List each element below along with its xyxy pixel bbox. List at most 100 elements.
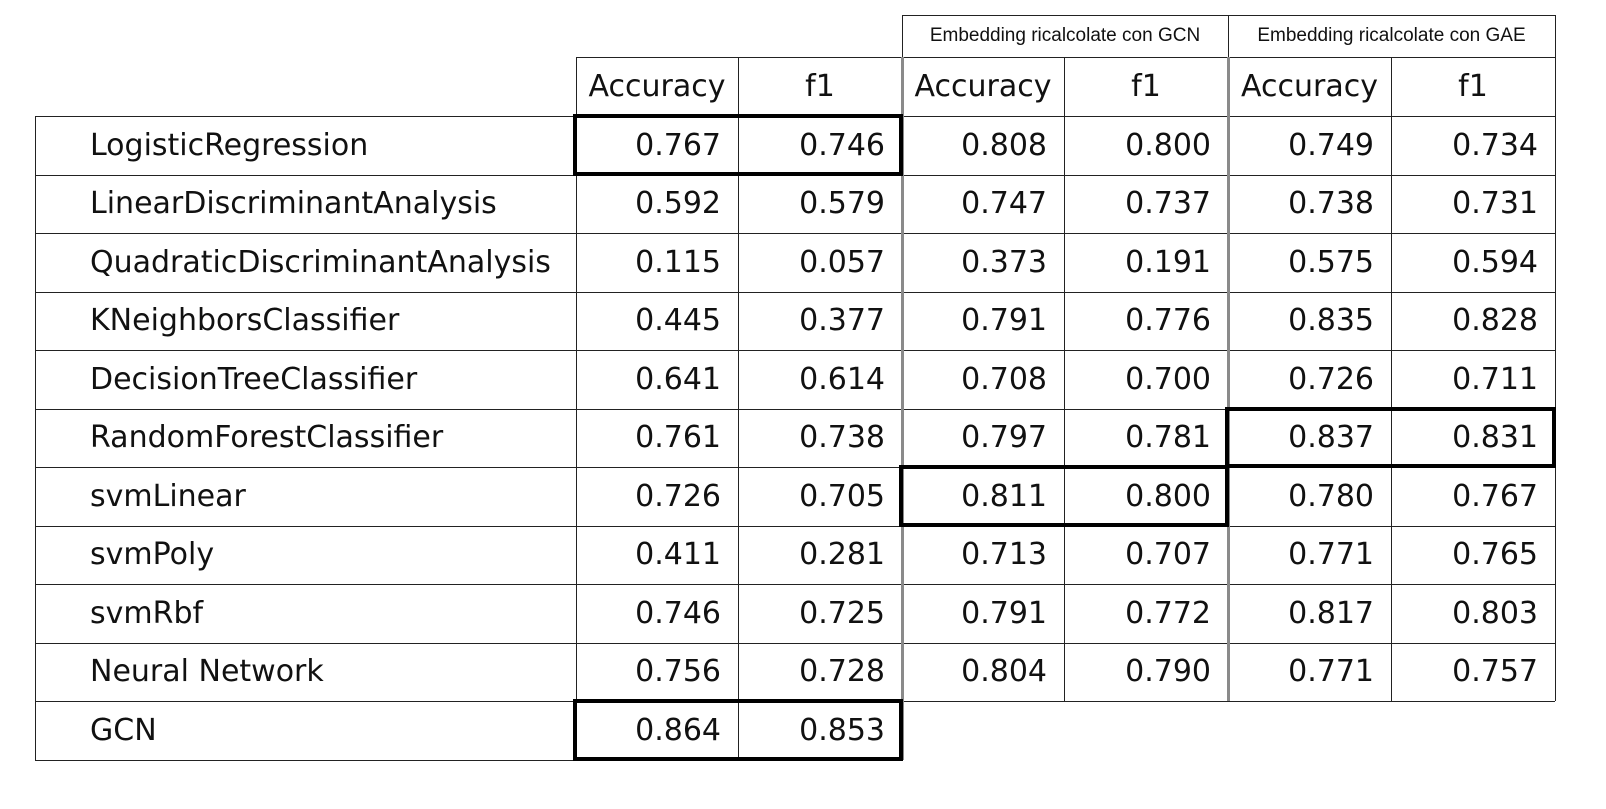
table-cell-base-acc: 0.756	[635, 654, 721, 690]
body-top-border	[35, 116, 1555, 117]
group-header-gcn: Embedding ricalcolate con GCN	[929, 25, 1201, 46]
row-label: LinearDiscriminantAnalysis	[90, 186, 497, 222]
table-cell-gcn-f1: 0.737	[1125, 186, 1211, 222]
table-cell-gcn-acc: 0.713	[961, 537, 1047, 573]
header-base-accuracy: Accuracy	[588, 69, 726, 104]
table-cell-base-acc: 0.411	[635, 537, 721, 573]
table-cell-gae-acc: 0.726	[1288, 361, 1374, 397]
table-cell-gae-f1: 0.734	[1452, 127, 1538, 163]
table-cell-gcn-acc: 0.708	[961, 361, 1047, 397]
table-cell-base-acc: 0.726	[635, 478, 721, 514]
table-cell-base-f1: 0.057	[799, 244, 885, 280]
row-divider	[35, 642, 1555, 644]
row-divider	[35, 584, 1555, 585]
row-label: RandomForestClassifier	[90, 420, 444, 456]
table-left-border	[35, 116, 36, 760]
table-cell-base-f1: 0.377	[799, 303, 885, 339]
column-divider	[738, 57, 739, 760]
table-cell-gae-acc: 0.780	[1288, 478, 1374, 514]
table-cell-gcn-acc: 0.808	[961, 127, 1047, 163]
table-cell-base-f1: 0.746	[799, 127, 885, 163]
table-cell-base-f1: 0.728	[799, 654, 885, 690]
table-cell-gcn-f1: 0.191	[1125, 244, 1211, 280]
row-divider	[35, 291, 1555, 293]
header-gae-accuracy: Accuracy	[1241, 69, 1378, 104]
row-label: KNeighborsClassifier	[90, 303, 400, 339]
header-gcn-f1: f1	[1131, 69, 1161, 104]
table-cell-gae-acc: 0.749	[1288, 127, 1374, 163]
table-cell-gae-acc: 0.817	[1288, 595, 1374, 631]
table-cell-gcn-acc: 0.804	[961, 654, 1047, 690]
header-gae-f1: f1	[1458, 69, 1488, 104]
table-cell-gcn-acc: 0.811	[961, 478, 1047, 514]
row-divider	[35, 350, 1555, 351]
row-label: Neural Network	[90, 654, 324, 690]
row-label: svmRbf	[90, 595, 204, 631]
table-cell-gae-f1: 0.765	[1452, 537, 1538, 573]
row-label: DecisionTreeClassifier	[90, 361, 418, 397]
table-cell-base-acc: 0.746	[635, 595, 721, 631]
row-label: QuadraticDiscriminantAnalysis	[90, 244, 551, 280]
table-cell-gcn-acc: 0.747	[961, 186, 1047, 222]
table-cell-gcn-acc: 0.791	[961, 595, 1047, 631]
column-divider	[1391, 57, 1392, 701]
column-divider	[902, 15, 903, 57]
table-cell-gcn-acc: 0.791	[961, 303, 1047, 339]
table-cell-gae-f1: 0.757	[1452, 654, 1538, 690]
table-cell-gae-f1: 0.828	[1452, 303, 1538, 339]
table-cell-gcn-f1: 0.781	[1125, 420, 1211, 456]
table-cell-gae-acc: 0.771	[1288, 654, 1374, 690]
section-divider	[901, 57, 904, 760]
table-cell-gae-f1: 0.767	[1452, 478, 1538, 514]
table-cell-base-f1: 0.281	[799, 537, 885, 573]
table-cell-gcn-f1: 0.790	[1125, 654, 1211, 690]
table-cell-base-f1: 0.579	[799, 186, 885, 222]
header-gcn-accuracy: Accuracy	[914, 69, 1052, 104]
row-label: GCN	[90, 712, 157, 748]
table-cell-gae-acc: 0.575	[1288, 244, 1374, 280]
table-cell-base-acc: 0.641	[635, 361, 721, 397]
table-cell-gcn-f1: 0.800	[1125, 127, 1211, 163]
table-cell-base-acc: 0.761	[635, 420, 721, 456]
table-cell-gcn-f1: 0.700	[1125, 361, 1211, 397]
table-cell-base-f1: 0.853	[799, 712, 885, 748]
table-cell-base-acc: 0.767	[635, 127, 721, 163]
row-divider	[35, 233, 1555, 234]
table-cell-gae-acc: 0.835	[1288, 303, 1374, 339]
row-divider	[35, 408, 1555, 410]
row-divider	[35, 174, 1555, 176]
column-divider	[1064, 57, 1065, 701]
table-cell-base-acc: 0.864	[635, 712, 721, 748]
table-cell-gae-acc: 0.771	[1288, 537, 1374, 573]
table-cell-base-acc: 0.115	[635, 244, 721, 280]
table-cell-gcn-f1: 0.772	[1125, 595, 1211, 631]
header-base-f1: f1	[805, 69, 835, 104]
table-cell-gcn-f1: 0.707	[1125, 537, 1211, 573]
table-cell-gcn-f1: 0.776	[1125, 303, 1211, 339]
table-cell-base-acc: 0.592	[635, 186, 721, 222]
table-cell-gcn-f1: 0.800	[1125, 478, 1211, 514]
section-divider	[1227, 57, 1230, 701]
table-cell-gae-f1: 0.594	[1452, 244, 1538, 280]
table-right-border	[1555, 15, 1556, 701]
table-cell-gcn-acc: 0.373	[961, 244, 1047, 280]
group-header-gae: Embedding ricalcolate con GAE	[1257, 25, 1526, 46]
table-cell-gae-acc: 0.738	[1288, 186, 1374, 222]
table-cell-base-f1: 0.725	[799, 595, 885, 631]
row-label: svmLinear	[90, 478, 246, 514]
table-cell-gae-f1: 0.731	[1452, 186, 1538, 222]
table-cell-gcn-acc: 0.797	[961, 420, 1047, 456]
table-cell-base-f1: 0.614	[799, 361, 885, 397]
table-cell-gae-f1: 0.831	[1452, 420, 1538, 456]
table-cell-base-acc: 0.445	[635, 303, 721, 339]
column-divider	[1228, 15, 1229, 57]
table-cell-base-f1: 0.705	[799, 478, 885, 514]
row-divider	[35, 467, 1555, 468]
row-divider	[35, 701, 1555, 702]
row-divider	[35, 525, 1555, 527]
table-cell-gae-f1: 0.711	[1452, 361, 1538, 397]
header-top-border	[576, 57, 1555, 58]
table-cell-gae-acc: 0.837	[1288, 420, 1374, 456]
body-bottom-border	[35, 759, 902, 761]
